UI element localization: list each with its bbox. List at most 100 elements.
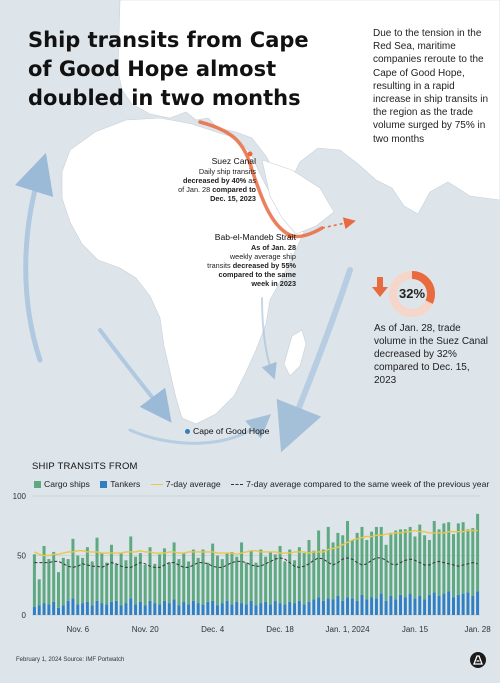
bar-cargo <box>350 540 354 599</box>
bar-tankers <box>66 600 70 615</box>
map <box>14 0 500 453</box>
bab-line2: weekly average ship <box>229 252 296 261</box>
suez-annotation: Suez Canal Daily ship transits decreased… <box>150 156 256 204</box>
bar-cargo <box>379 526 383 594</box>
bar-cargo <box>437 529 441 596</box>
bar-tankers <box>57 607 60 615</box>
line-7day-average <box>34 529 478 557</box>
bar-cargo <box>293 560 297 604</box>
bar-tankers <box>37 605 41 615</box>
bar-tankers <box>206 601 210 615</box>
bar-tankers <box>162 600 166 615</box>
x-tick-label: Nov. 6 <box>66 625 89 634</box>
legend-avg7-swatch <box>150 484 163 485</box>
bar-cargo <box>162 548 166 601</box>
bar-tankers <box>268 604 272 615</box>
bar-tankers <box>427 594 431 615</box>
bar-cargo <box>158 554 162 605</box>
bar-cargo <box>244 562 248 605</box>
bab-marker <box>287 233 293 239</box>
bar-tankers <box>461 593 465 615</box>
bar-tankers <box>249 600 253 615</box>
bar-cargo <box>423 535 427 600</box>
bar-tankers <box>235 601 239 615</box>
bar-cargo <box>235 556 239 602</box>
bar-cargo <box>37 579 41 606</box>
suez-label: Suez Canal <box>211 156 256 166</box>
bar-cargo <box>427 540 431 595</box>
down-arrow-icon <box>372 277 388 297</box>
bab-line1: As of Jan. 28 <box>250 243 296 252</box>
bar-cargo <box>211 543 215 601</box>
bar-cargo <box>254 562 258 606</box>
bar-tankers <box>61 605 65 615</box>
bar-tankers <box>336 595 340 615</box>
bar-cargo <box>134 556 138 605</box>
bar-tankers <box>317 597 321 615</box>
bar-cargo <box>317 530 321 598</box>
bar-cargo <box>341 535 345 601</box>
donut-arc <box>389 271 435 317</box>
bar-tankers <box>297 600 301 615</box>
bar-cargo <box>90 561 94 606</box>
x-tick-label: Jan. 1, 2024 <box>326 625 371 634</box>
bar-tankers <box>134 604 138 615</box>
bar-tankers <box>47 604 51 615</box>
bar-cargo <box>119 553 123 606</box>
reroute-arrow-south-west <box>98 328 172 423</box>
bar-tankers <box>321 600 325 615</box>
bar-cargo <box>124 560 128 604</box>
bar-cargo <box>230 551 234 605</box>
bar-cargo <box>370 531 374 598</box>
line-prev-year <box>34 557 478 568</box>
bar-cargo <box>283 561 287 605</box>
bar-tankers <box>442 593 446 615</box>
legend-avg7: 7-day average <box>150 479 221 489</box>
bar-tankers <box>403 597 407 615</box>
bar-cargo <box>167 562 171 604</box>
bar-tankers <box>471 595 475 615</box>
bar-cargo <box>307 540 311 602</box>
bar-tankers <box>389 595 393 615</box>
bar-tankers <box>201 604 205 615</box>
bar-tankers <box>42 603 46 615</box>
x-tick-label: Dec. 18 <box>266 625 294 634</box>
madagascar-land <box>283 329 307 377</box>
reroute-arrow-east <box>276 267 353 453</box>
bar-tankers <box>187 604 191 615</box>
bar-tankers <box>476 591 480 615</box>
bar-cargo <box>57 572 60 608</box>
bar-tankers <box>153 603 157 615</box>
bar-tankers <box>355 600 359 615</box>
arabia-land <box>261 159 335 235</box>
bab-label: Bab-el-Mandeb Strait <box>214 232 296 242</box>
bar-tankers <box>215 605 219 615</box>
suez-line1: Daily ship transits <box>198 167 256 176</box>
x-tick-label: Jan. 15 <box>402 625 429 634</box>
bar-tankers <box>283 604 287 615</box>
bar-tankers <box>124 603 128 615</box>
bar-tankers <box>312 599 316 615</box>
bar-tankers <box>167 603 171 615</box>
bar-tankers <box>452 597 455 615</box>
bar-tankers <box>143 605 147 615</box>
bar-tankers <box>394 599 398 615</box>
bar-cargo <box>447 522 451 592</box>
bar-tankers <box>374 598 378 615</box>
cape-label: Cape of Good Hope <box>185 426 269 436</box>
bar-cargo <box>259 549 263 604</box>
bar-cargo <box>346 520 350 598</box>
suez-line4: Dec. 15, 2023 <box>210 194 256 203</box>
y-tick-label: 0 <box>22 611 27 620</box>
bar-tankers <box>71 598 75 615</box>
bar-cargo <box>76 555 80 605</box>
bar-cargo <box>81 557 85 604</box>
bar-cargo <box>384 544 388 601</box>
bar-cargo <box>365 540 369 600</box>
footer-source: February 1, 2024 Source: IMF Portwatch <box>16 657 125 663</box>
bar-cargo <box>408 526 412 594</box>
bar-tankers <box>244 604 248 615</box>
bar-cargo <box>321 549 325 601</box>
bar-cargo <box>432 520 436 593</box>
agency-logo-icon <box>470 652 486 668</box>
